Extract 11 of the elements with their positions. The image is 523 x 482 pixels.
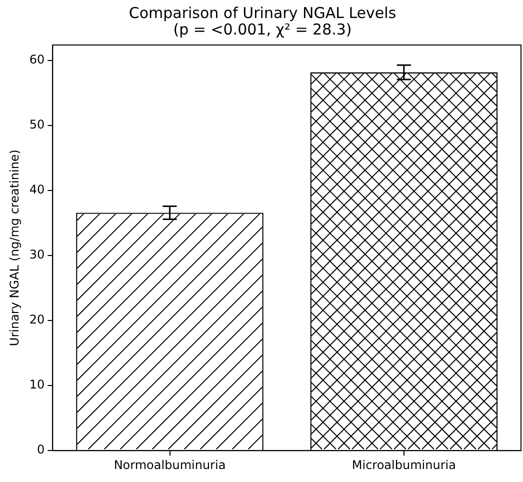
y-tick-label: 40 xyxy=(29,182,45,197)
y-tick-label: 30 xyxy=(29,248,45,262)
y-axis-title: Urinary NGAL (ng/mg creatinine) xyxy=(7,150,22,346)
y-tick-label: 0 xyxy=(37,442,45,457)
y-tick-label: 10 xyxy=(29,378,45,392)
y-tick-label: 50 xyxy=(29,118,45,132)
y-tick-label: 20 xyxy=(29,312,45,327)
chart-title: Comparison of Urinary NGAL Levels (p = <0.001, χ² = 28.3) xyxy=(128,4,396,39)
x-tick-label: Normoalbuminuria xyxy=(114,458,226,472)
x-tick-label: Microalbuminuria xyxy=(352,458,456,472)
y-tick-label: 60 xyxy=(29,52,45,67)
